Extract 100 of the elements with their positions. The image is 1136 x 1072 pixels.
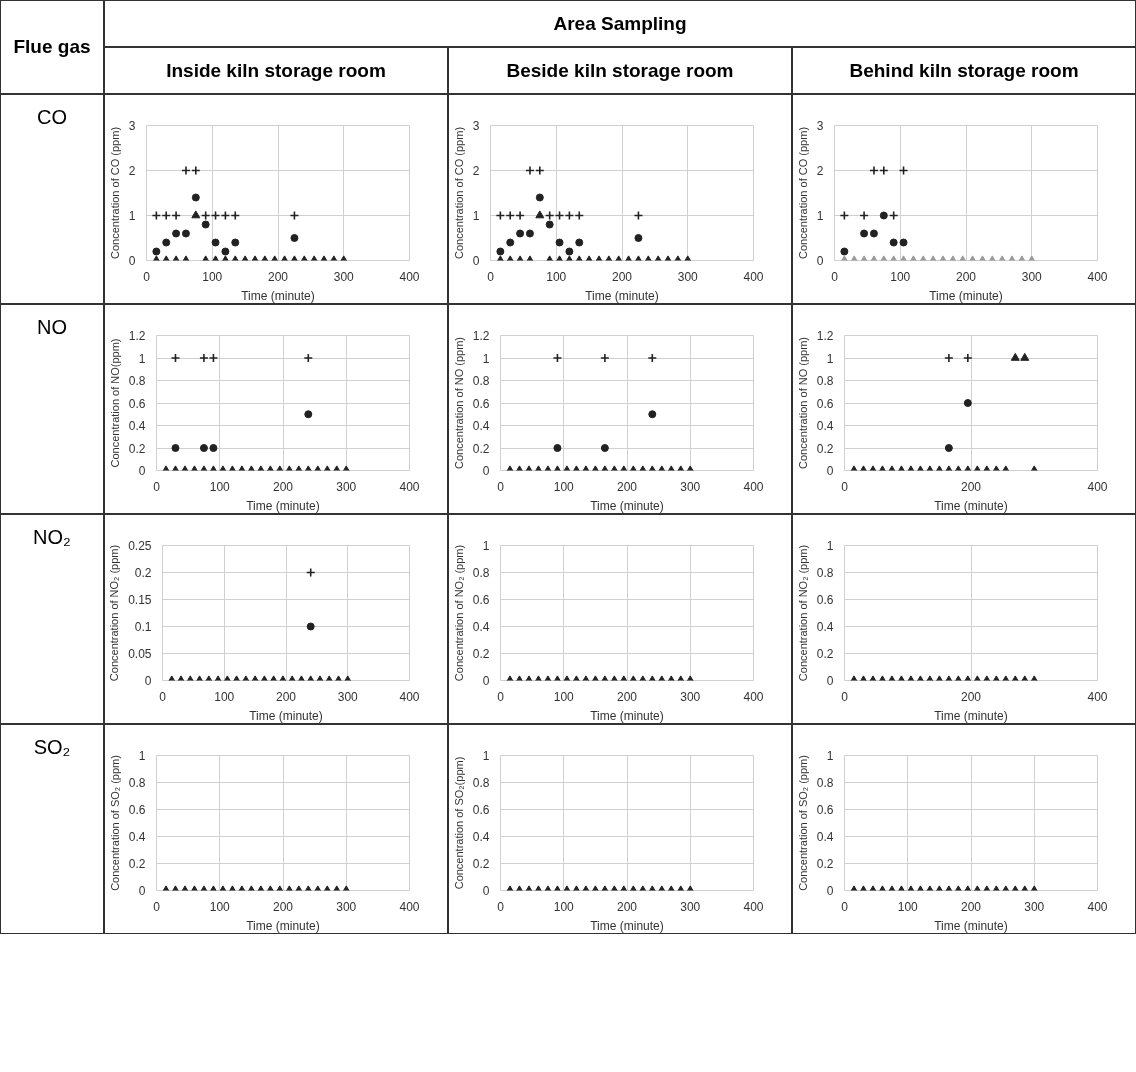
y-tick-label: 2: [128, 164, 136, 178]
y-tick-label: 0.4: [816, 620, 834, 634]
x-tick-label: 100: [553, 899, 575, 914]
y-tick-label: 0: [128, 254, 136, 268]
y-tick-label: 0: [826, 884, 834, 898]
y-axis-title: Concentration of NO (ppm): [796, 336, 809, 470]
text: NO: [0, 304, 104, 514]
x-tick-label: 300: [680, 689, 701, 704]
y-tick-label: 0.8: [472, 776, 490, 790]
y-tick-label: 1: [482, 351, 490, 366]
y-axis-title: Concentration of CO (ppm): [796, 126, 809, 260]
x-tick-label: 300: [336, 899, 357, 914]
y-tick-label: 0.6: [128, 396, 146, 411]
y-tick-label: 1: [138, 749, 146, 763]
point: [600, 444, 609, 452]
text: SO₂: [0, 724, 104, 934]
x-axis-title: Time (minute): [929, 288, 1003, 303]
y-tick-label: 0.4: [816, 419, 834, 433]
x-tick-label: 100: [897, 899, 919, 914]
y-tick-label: 0.8: [472, 566, 490, 580]
x-tick-label: 400: [1087, 269, 1108, 284]
y-tick-label: 0.6: [472, 593, 490, 607]
y-tick-label: 1: [482, 539, 490, 553]
y-tick-label: 0.2: [128, 441, 146, 456]
y-tick-label: 0.8: [816, 374, 834, 388]
x-tick-label: 0: [841, 689, 849, 704]
point: [600, 353, 610, 363]
y-tick-label: 0.2: [472, 441, 490, 456]
y-tick-label: 0.4: [472, 620, 490, 634]
x-tick-label: 100: [209, 899, 231, 914]
x-tick-label: 0: [159, 689, 167, 704]
y-tick-label: 1: [826, 539, 834, 553]
x-axis-title: Time (minute): [241, 288, 315, 303]
y-tick-label: 0.6: [816, 593, 834, 607]
x-tick-label: 300: [677, 269, 699, 284]
x-tick-label: 0: [497, 689, 505, 704]
point: [304, 410, 313, 419]
point: [840, 247, 849, 256]
y-axis-title: Concentration of SO₂ (ppm): [796, 755, 809, 891]
y-tick-label: 0: [482, 884, 490, 898]
x-tick-label: 300: [680, 899, 701, 914]
x-tick-label: 100: [553, 479, 575, 494]
text: Flue gas: [0, 0, 104, 94]
point: [963, 353, 973, 363]
x-tick-label: 100: [209, 479, 231, 494]
y-tick-label: 0.6: [472, 803, 490, 817]
y-tick-label: 1: [138, 351, 146, 366]
x-tick-label: 400: [1087, 899, 1108, 914]
point: [199, 444, 208, 452]
x-tick-label: 300: [1024, 899, 1045, 914]
x-axis-title: Time (minute): [590, 708, 664, 723]
x-tick-label: 400: [399, 689, 420, 704]
x-tick-label: 400: [399, 899, 420, 914]
x-tick-label: 300: [680, 479, 701, 494]
y-axis-title: Concentration of NO₂ (ppm): [108, 544, 121, 682]
point: [899, 238, 908, 247]
y-tick-label: 1: [472, 209, 480, 223]
x-tick-label: 400: [743, 479, 764, 494]
y-tick-label: 3: [816, 119, 824, 133]
y-tick-label: 0: [482, 674, 490, 688]
x-tick-label: 200: [960, 899, 982, 914]
y-axis-title: Concentration of NO (ppm): [452, 336, 465, 470]
y-tick-label: 1: [826, 351, 834, 366]
x-tick-label: 200: [616, 689, 638, 704]
x-tick-label: 400: [743, 899, 764, 914]
x-tick-label: 200: [955, 269, 977, 284]
y-tick-label: 1.2: [128, 329, 146, 343]
y-tick-label: 0: [826, 464, 834, 478]
y-axis-title: Concentration of SO₂(ppm): [452, 756, 465, 890]
y-tick-label: 1: [482, 749, 490, 763]
y-tick-label: 1.2: [472, 329, 490, 343]
y-tick-label: 0.8: [816, 776, 834, 790]
point: [648, 410, 657, 419]
point: [1010, 352, 1020, 361]
chart-title: Behind kiln storage room: [792, 47, 1136, 94]
x-tick-label: 100: [214, 689, 235, 704]
y-tick-label: 1: [128, 209, 136, 223]
y-tick-label: 3: [128, 119, 136, 133]
y-tick-label: 0.2: [128, 857, 146, 871]
y-axis-title: Concentration of NO(ppm): [108, 338, 121, 468]
y-tick-label: 0.6: [816, 803, 834, 817]
y-tick-label: 0: [138, 884, 146, 898]
x-tick-label: 400: [399, 479, 420, 494]
x-tick-label: 300: [1021, 269, 1043, 284]
x-tick-label: 200: [960, 479, 982, 494]
y-tick-label: 0: [816, 254, 824, 268]
point: [869, 229, 878, 238]
y-tick-label: 0: [472, 254, 480, 268]
x-axis-title: Time (minute): [934, 918, 1008, 933]
y-tick-label: 2: [472, 164, 480, 178]
y-tick-label: 0.6: [128, 803, 146, 817]
y-tick-label: 0.15: [128, 593, 152, 607]
point: [860, 229, 869, 238]
y-tick-label: 0.8: [816, 566, 834, 580]
y-tick-label: 0.2: [816, 441, 834, 456]
y-tick-label: 0.2: [472, 857, 490, 871]
x-tick-label: 100: [890, 269, 911, 284]
y-tick-label: 0.2: [816, 857, 834, 871]
text: CO: [0, 94, 104, 304]
x-axis-title: Time (minute): [934, 498, 1008, 513]
